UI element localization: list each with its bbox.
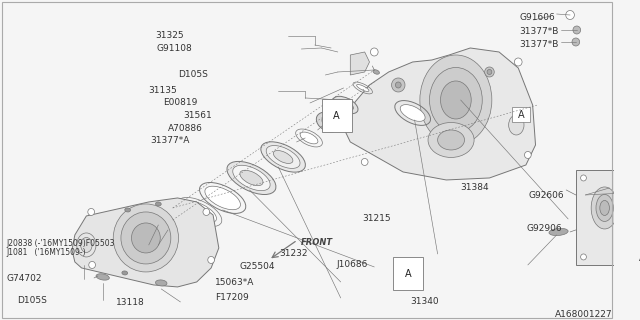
Text: A: A (639, 253, 640, 263)
Text: J20838 (-'16MY1509)F05503: J20838 (-'16MY1509)F05503 (6, 239, 115, 248)
Ellipse shape (240, 170, 263, 186)
Ellipse shape (634, 182, 640, 191)
Text: D105S: D105S (178, 70, 207, 79)
Text: G91606: G91606 (519, 13, 555, 22)
Ellipse shape (316, 112, 340, 132)
Text: G74702: G74702 (6, 275, 42, 284)
Ellipse shape (273, 150, 293, 164)
Text: G25504: G25504 (239, 262, 275, 271)
Text: 31561: 31561 (183, 111, 212, 120)
Text: 31325: 31325 (156, 31, 184, 40)
Ellipse shape (208, 256, 214, 263)
Ellipse shape (373, 70, 380, 74)
Text: A168001227: A168001227 (556, 310, 613, 319)
Text: A70886: A70886 (168, 124, 203, 133)
Text: 31232: 31232 (280, 249, 308, 258)
Ellipse shape (580, 175, 586, 181)
Ellipse shape (400, 105, 425, 121)
Text: A: A (405, 268, 412, 278)
Ellipse shape (356, 84, 369, 92)
Ellipse shape (509, 115, 524, 135)
Text: 31340: 31340 (410, 297, 439, 306)
Text: FRONT: FRONT (300, 238, 333, 247)
Text: F17209: F17209 (215, 293, 249, 302)
Ellipse shape (634, 254, 640, 260)
Text: A: A (333, 111, 340, 121)
Ellipse shape (440, 81, 471, 119)
Ellipse shape (203, 208, 210, 215)
Bar (576, 170, 640, 265)
Ellipse shape (392, 78, 405, 92)
Ellipse shape (300, 132, 318, 144)
Ellipse shape (572, 38, 580, 46)
Ellipse shape (438, 130, 465, 150)
Ellipse shape (205, 186, 241, 210)
Ellipse shape (156, 280, 167, 286)
Ellipse shape (333, 96, 358, 114)
Ellipse shape (591, 187, 618, 229)
Ellipse shape (624, 198, 634, 212)
Polygon shape (72, 198, 219, 287)
Ellipse shape (634, 175, 640, 181)
Text: A: A (518, 110, 524, 120)
Text: G92906: G92906 (527, 224, 563, 233)
Text: 15063*A: 15063*A (215, 278, 254, 287)
Ellipse shape (325, 119, 332, 125)
Ellipse shape (484, 67, 494, 77)
Ellipse shape (428, 123, 474, 157)
Ellipse shape (337, 100, 353, 110)
Ellipse shape (420, 55, 492, 145)
Ellipse shape (371, 48, 378, 56)
Ellipse shape (113, 204, 179, 272)
Ellipse shape (88, 208, 95, 215)
Text: 31384: 31384 (461, 183, 490, 192)
Ellipse shape (515, 58, 522, 66)
Ellipse shape (620, 192, 637, 218)
Ellipse shape (429, 68, 483, 132)
Text: 13118: 13118 (115, 298, 144, 307)
Text: 31135: 31135 (148, 86, 177, 95)
Ellipse shape (227, 161, 276, 195)
Text: 31377*B: 31377*B (519, 40, 558, 49)
Ellipse shape (89, 261, 95, 268)
Ellipse shape (487, 69, 492, 75)
Text: E00819: E00819 (163, 98, 198, 107)
Text: 31377*B: 31377*B (519, 28, 558, 36)
Ellipse shape (131, 223, 160, 253)
Ellipse shape (233, 165, 270, 191)
Ellipse shape (396, 82, 401, 88)
Bar (634, 250, 640, 265)
Text: J10686: J10686 (337, 260, 368, 269)
Text: 31215: 31215 (362, 214, 391, 223)
Ellipse shape (266, 146, 300, 168)
Ellipse shape (122, 271, 127, 275)
Ellipse shape (96, 274, 109, 280)
Ellipse shape (600, 200, 609, 215)
Ellipse shape (549, 228, 568, 236)
Ellipse shape (121, 212, 171, 264)
Ellipse shape (81, 237, 92, 252)
Ellipse shape (183, 201, 216, 223)
Ellipse shape (261, 142, 305, 172)
Polygon shape (350, 52, 369, 75)
Text: J1081   ('16MY1509-): J1081 ('16MY1509-) (6, 248, 86, 257)
Bar (513, 107, 530, 122)
Text: D105S: D105S (17, 296, 47, 305)
Ellipse shape (125, 208, 131, 212)
Ellipse shape (596, 195, 613, 221)
Text: G91108: G91108 (157, 44, 192, 53)
Ellipse shape (580, 254, 586, 260)
Ellipse shape (637, 216, 640, 224)
Text: G92606: G92606 (528, 191, 564, 200)
Ellipse shape (362, 158, 368, 165)
Ellipse shape (573, 26, 580, 34)
Ellipse shape (322, 117, 335, 127)
Ellipse shape (566, 11, 574, 20)
Ellipse shape (156, 202, 161, 206)
Polygon shape (346, 48, 536, 180)
Text: 31377*A: 31377*A (150, 136, 189, 145)
Ellipse shape (524, 151, 531, 158)
